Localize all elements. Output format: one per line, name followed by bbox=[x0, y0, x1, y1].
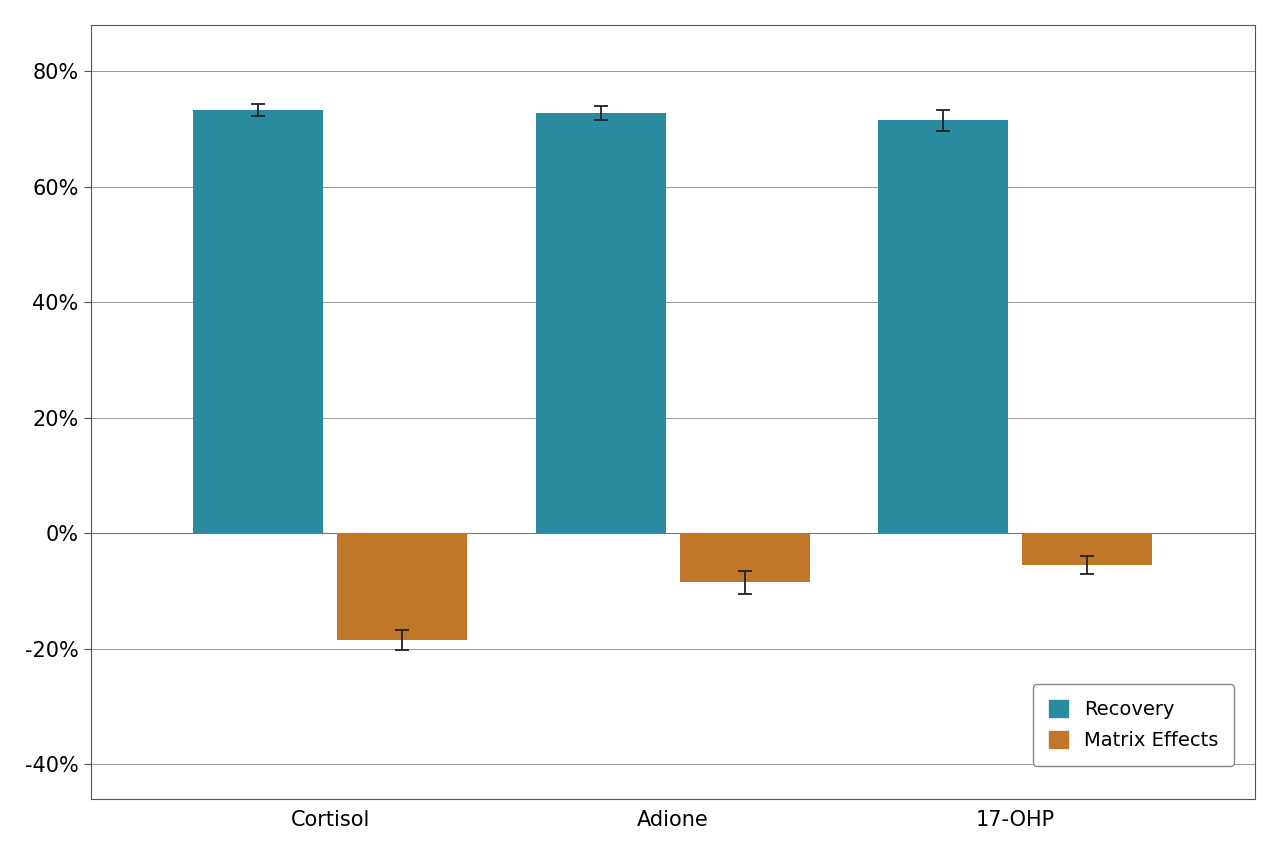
Bar bbox=[878, 121, 1009, 534]
Bar bbox=[680, 534, 810, 582]
Legend: Recovery, Matrix Effects: Recovery, Matrix Effects bbox=[1033, 685, 1234, 766]
Bar bbox=[193, 110, 324, 534]
Bar bbox=[1023, 534, 1152, 565]
Bar bbox=[536, 113, 666, 534]
Bar bbox=[337, 534, 467, 640]
